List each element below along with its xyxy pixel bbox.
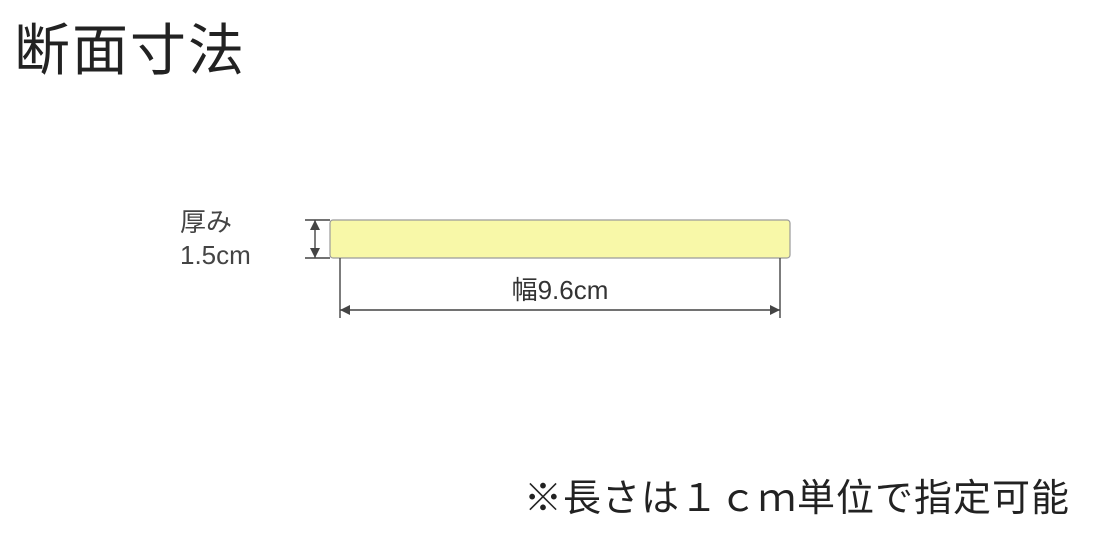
cross-section-rect <box>330 220 790 258</box>
thickness-label: 厚み <box>180 207 232 237</box>
thickness-value: 1.5cm <box>180 240 251 270</box>
thickness-label-block: 厚み 1.5cm <box>180 206 251 271</box>
cross-section-diagram: 厚み 1.5cm 幅9.6cm <box>180 200 880 400</box>
page-title: 断面寸法 <box>14 6 246 87</box>
dimension-svg: 幅9.6cm <box>180 200 880 400</box>
footnote-text: ※長さは１ｃｍ単位で指定可能 <box>524 467 1070 522</box>
width-label-text: 幅9.6cm <box>512 275 609 305</box>
